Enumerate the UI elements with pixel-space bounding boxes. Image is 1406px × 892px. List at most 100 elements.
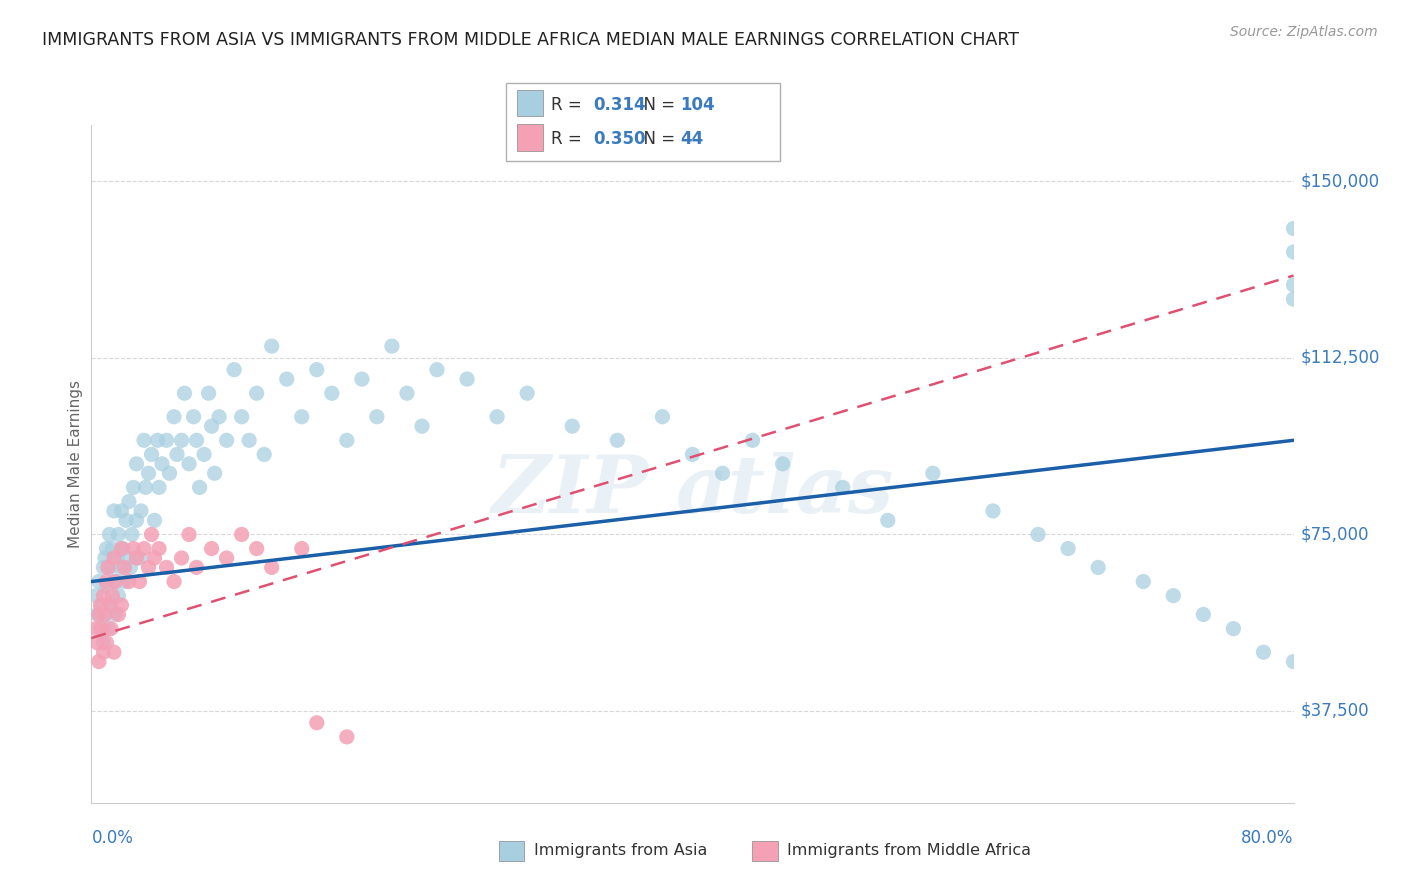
Point xyxy=(107,589,129,603)
Point xyxy=(93,560,115,574)
Point xyxy=(148,541,170,556)
Point xyxy=(89,598,111,612)
Point xyxy=(143,513,166,527)
Point xyxy=(215,434,238,448)
Point xyxy=(96,541,118,556)
Point xyxy=(96,579,118,593)
Point xyxy=(336,730,359,744)
Text: 0.0%: 0.0% xyxy=(91,830,134,847)
Point xyxy=(118,574,141,589)
Point xyxy=(772,457,794,471)
Text: R =: R = xyxy=(551,95,588,113)
Point xyxy=(1192,607,1215,622)
Point xyxy=(143,551,166,566)
Point xyxy=(110,504,132,518)
Point xyxy=(93,636,115,650)
Point xyxy=(922,467,945,481)
Point xyxy=(96,574,118,589)
Point xyxy=(366,409,388,424)
Point xyxy=(110,541,132,556)
Point xyxy=(87,574,110,589)
Point xyxy=(87,607,110,622)
Point xyxy=(117,551,139,566)
Point xyxy=(246,386,269,401)
Point xyxy=(155,434,177,448)
Point xyxy=(1282,277,1305,292)
Point xyxy=(138,560,160,574)
Point xyxy=(1222,622,1244,636)
Point xyxy=(208,409,231,424)
Point xyxy=(84,622,107,636)
Point xyxy=(155,560,177,574)
Point xyxy=(193,447,215,461)
Point xyxy=(1026,527,1049,541)
Point xyxy=(103,504,125,518)
Text: $37,500: $37,500 xyxy=(1301,702,1369,720)
Point xyxy=(321,386,343,401)
Point xyxy=(231,409,253,424)
Point xyxy=(121,527,143,541)
Point xyxy=(86,607,108,622)
Point xyxy=(260,339,283,353)
Point xyxy=(128,551,150,566)
Point xyxy=(561,419,583,434)
Point xyxy=(215,551,238,566)
Point xyxy=(516,386,538,401)
Point xyxy=(1087,560,1109,574)
Point xyxy=(177,527,200,541)
Point xyxy=(981,504,1004,518)
Point xyxy=(118,494,141,508)
Point xyxy=(1057,541,1080,556)
Text: Source: ZipAtlas.com: Source: ZipAtlas.com xyxy=(1230,25,1378,39)
Point xyxy=(128,574,150,589)
Point xyxy=(1282,244,1305,259)
Point xyxy=(89,622,111,636)
Point xyxy=(125,551,148,566)
Point xyxy=(97,560,120,574)
Point xyxy=(711,467,734,481)
Point xyxy=(177,457,200,471)
Text: $75,000: $75,000 xyxy=(1301,525,1369,543)
Point xyxy=(134,480,156,494)
Point xyxy=(651,409,673,424)
Point xyxy=(411,419,433,434)
Point xyxy=(163,574,186,589)
Point xyxy=(305,362,328,376)
Point xyxy=(186,560,208,574)
Point xyxy=(108,560,131,574)
Point xyxy=(201,419,224,434)
Point xyxy=(103,574,125,589)
Text: $150,000: $150,000 xyxy=(1301,172,1379,190)
Text: Immigrants from Asia: Immigrants from Asia xyxy=(534,844,707,858)
Text: N =: N = xyxy=(633,130,681,148)
Point xyxy=(456,372,478,386)
Point xyxy=(100,622,122,636)
Point xyxy=(132,434,155,448)
Point xyxy=(681,447,703,461)
Point xyxy=(107,607,129,622)
Point xyxy=(163,409,186,424)
Point xyxy=(98,598,121,612)
Text: $112,500: $112,500 xyxy=(1301,349,1379,367)
Point xyxy=(197,386,219,401)
Point xyxy=(1253,645,1275,659)
Point xyxy=(170,434,193,448)
Point xyxy=(1282,292,1305,306)
Point xyxy=(98,560,121,574)
Point xyxy=(231,527,253,541)
Point xyxy=(94,551,117,566)
Point xyxy=(276,372,298,386)
Point xyxy=(305,715,328,730)
Point xyxy=(125,513,148,527)
Text: IMMIGRANTS FROM ASIA VS IMMIGRANTS FROM MIDDLE AFRICA MEDIAN MALE EARNINGS CORRE: IMMIGRANTS FROM ASIA VS IMMIGRANTS FROM … xyxy=(42,31,1019,49)
Point xyxy=(103,551,125,566)
Point xyxy=(129,504,152,518)
Point xyxy=(291,541,314,556)
Point xyxy=(246,541,269,556)
Text: 104: 104 xyxy=(681,95,716,113)
Point xyxy=(831,480,853,494)
Point xyxy=(114,560,136,574)
Point xyxy=(98,527,121,541)
Point xyxy=(141,447,163,461)
Point xyxy=(94,607,117,622)
